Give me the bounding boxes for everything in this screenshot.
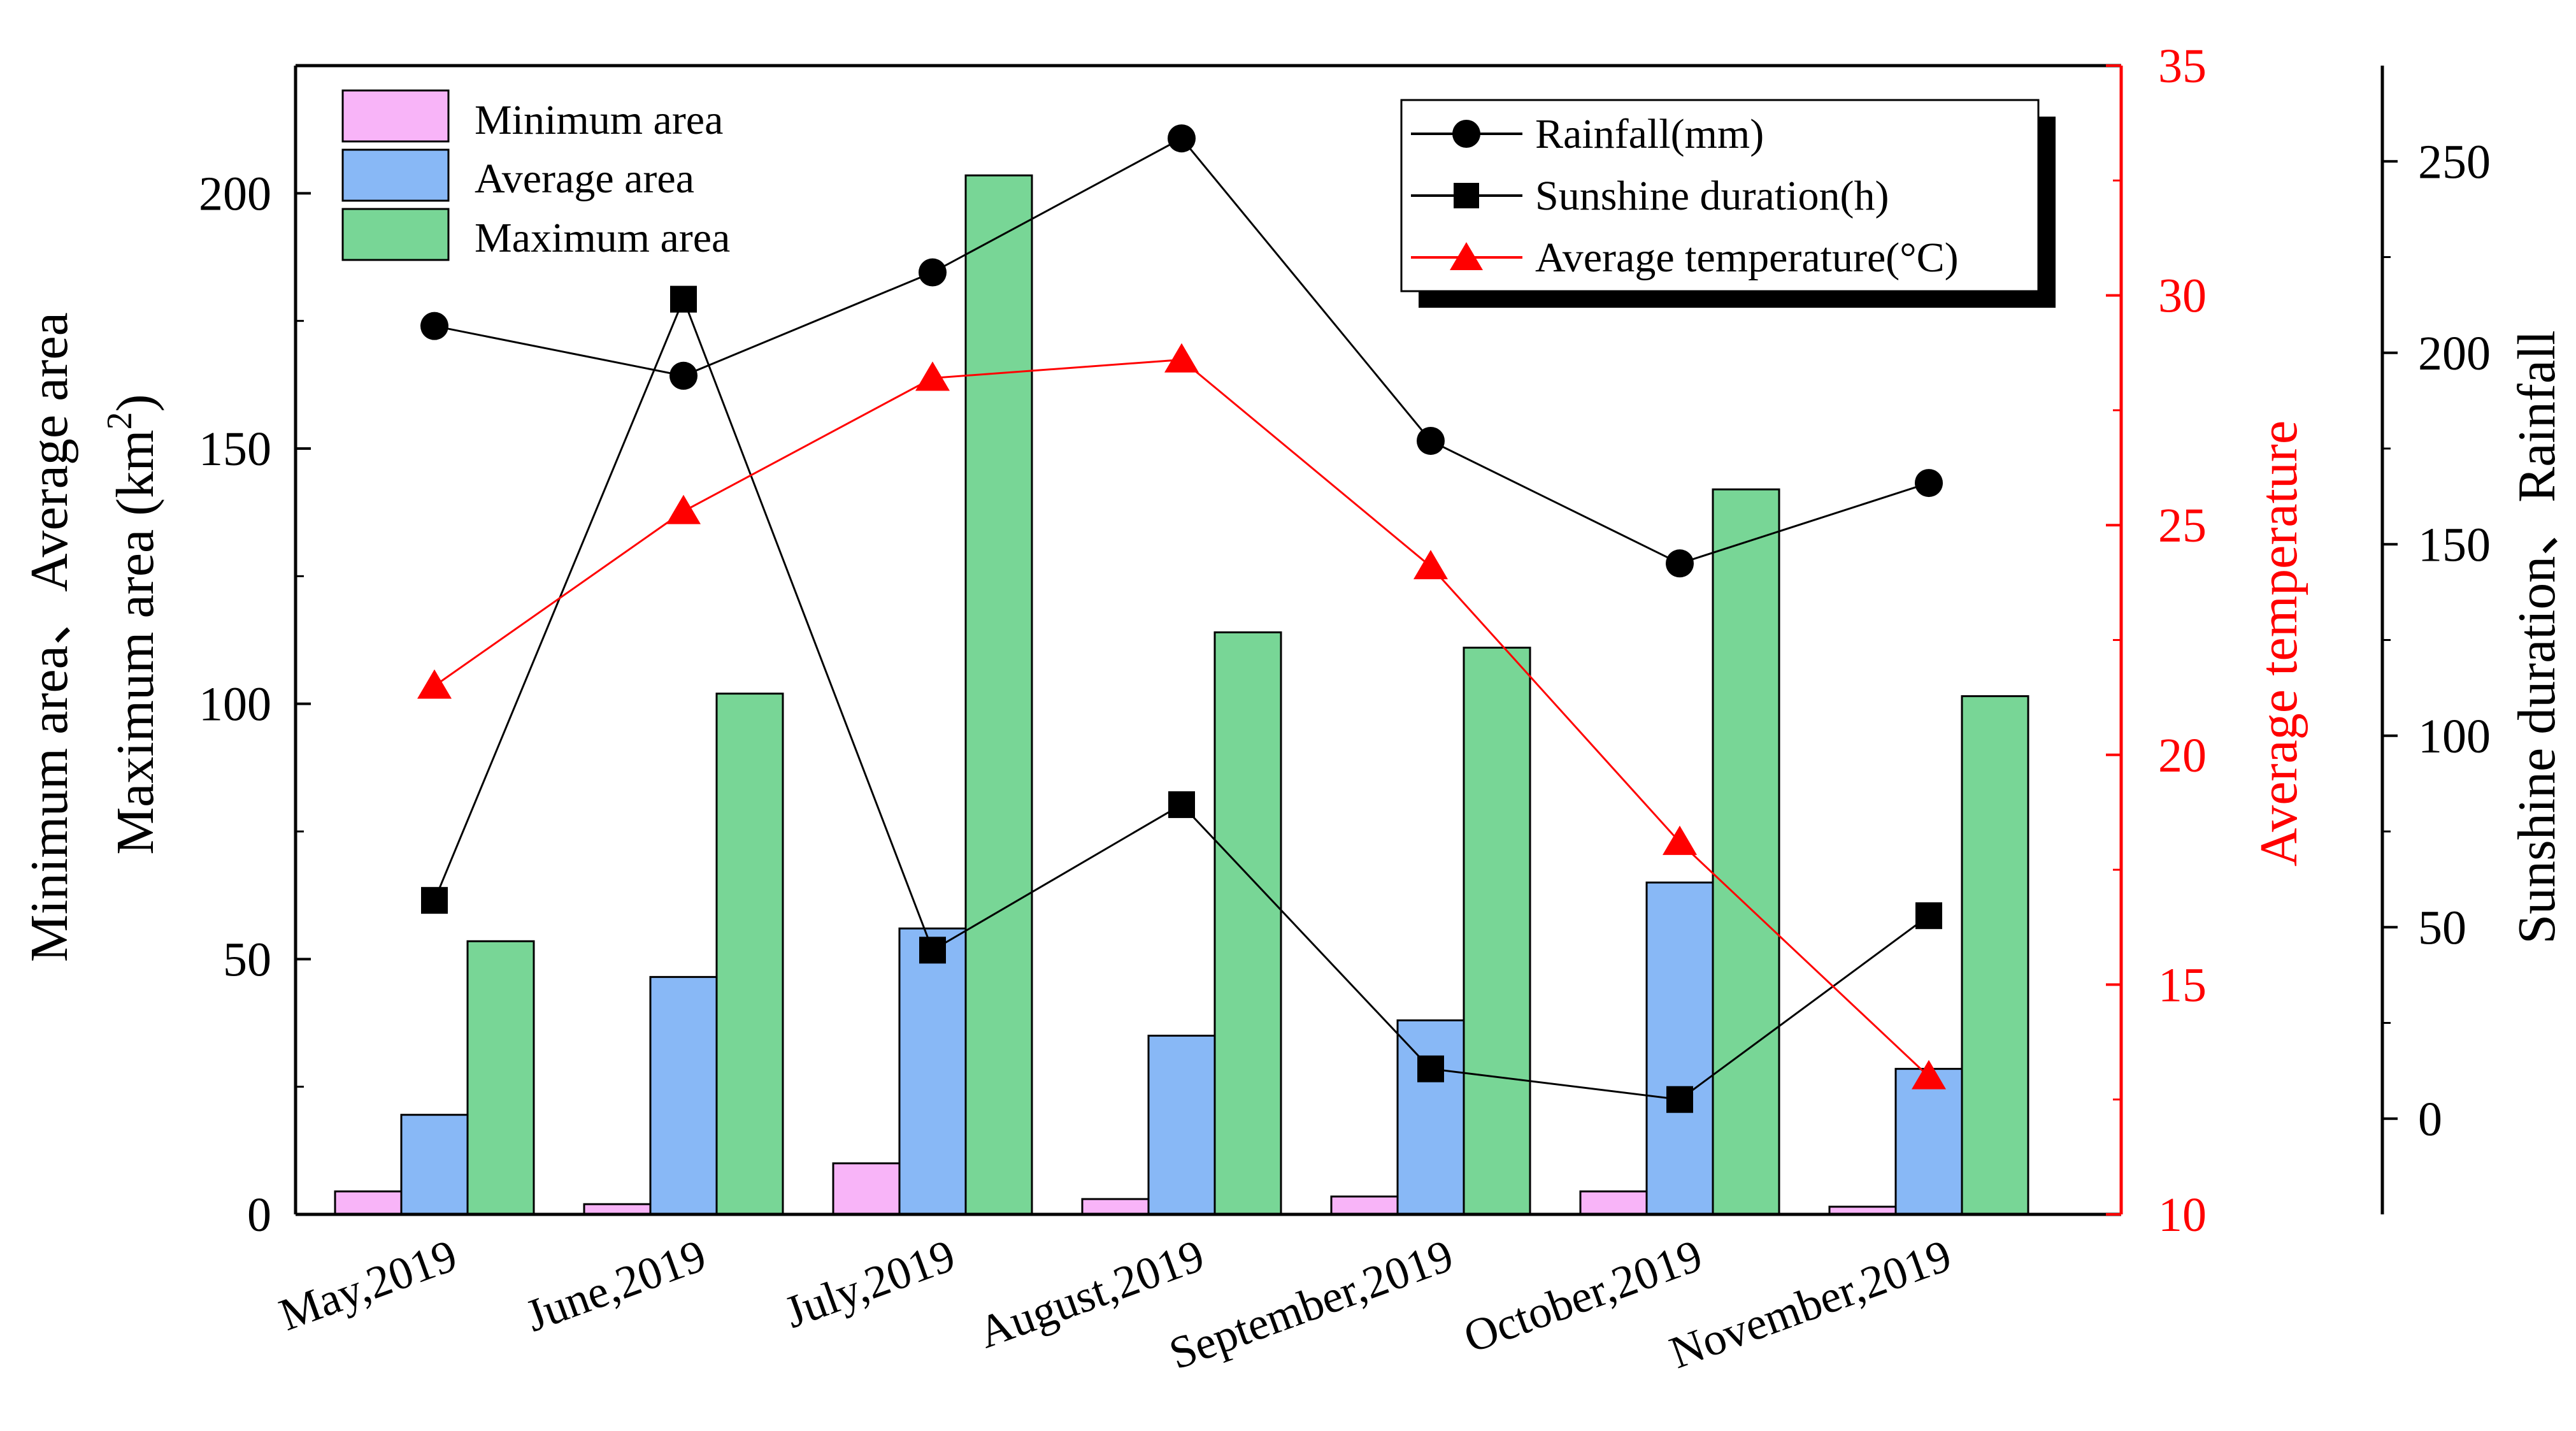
legend-label-average: Average area [475, 155, 694, 202]
marker-sunshine-duration-h-june-2019 [670, 285, 697, 313]
bar-minimum-area-july-2019 [832, 1162, 901, 1216]
legend-marker-rainfall [1452, 120, 1480, 148]
legend-label-maximum: Maximum area [475, 215, 730, 261]
x-tick-label-may-2019: May,2019 [273, 1230, 463, 1341]
left-tick-label-150: 150 [199, 422, 271, 476]
marker-sunshine-duration-h-july-2019 [919, 937, 946, 964]
bar-maximum-area-july-2019 [964, 174, 1033, 1216]
bar-maximum-area-june-2019 [715, 693, 784, 1216]
right-outer-tick-label-50: 50 [2418, 901, 2466, 954]
bar-minimum-area-september-2019 [1330, 1195, 1399, 1216]
bar-maximum-area-september-2019 [1463, 647, 1531, 1216]
marker-sunshine-duration-h-august-2019 [1168, 791, 1195, 818]
right-outer-tick-label-0: 0 [2418, 1093, 2442, 1146]
marker-sunshine-duration-h-november-2019 [1915, 902, 1942, 930]
right-outer-tick-label-150: 150 [2418, 518, 2491, 572]
marker-average-temperature-c-june-2019 [666, 494, 701, 524]
bar-maximum-area-may-2019 [466, 940, 535, 1216]
left-tick-label-200: 200 [199, 167, 271, 220]
marker-rainfall-mm-october-2019 [1666, 549, 1694, 578]
marker-average-temperature-c-august-2019 [1164, 343, 1199, 373]
bar-average-area-september-2019 [1396, 1019, 1465, 1216]
right-outer-tick-label-250: 250 [2418, 135, 2491, 189]
right-inner-tick-label-35: 35 [2158, 40, 2207, 93]
bar-maximum-area-november-2019 [1961, 695, 2029, 1216]
left-axis-title-line1: Minimum area、Average area [20, 312, 79, 962]
bar-minimum-area-august-2019 [1081, 1198, 1150, 1216]
legend-marker-temperature [1450, 242, 1483, 270]
right-inner-tick-label-10: 10 [2158, 1188, 2207, 1242]
x-tick-label-july-2019: July,2019 [778, 1230, 961, 1338]
bar-maximum-area-october-2019 [1712, 488, 1780, 1216]
marker-rainfall-mm-september-2019 [1417, 426, 1445, 455]
legend-marker-sunshine [1454, 183, 1479, 208]
bar-minimum-area-october-2019 [1579, 1190, 1648, 1216]
marker-rainfall-mm-august-2019 [1168, 124, 1196, 153]
marker-average-temperature-c-may-2019 [417, 669, 452, 699]
marker-average-temperature-c-september-2019 [1413, 550, 1448, 580]
legend-label-minimum: Minimum area [475, 97, 723, 143]
marker-rainfall-mm-july-2019 [919, 258, 947, 287]
right-inner-tick-label-15: 15 [2158, 958, 2207, 1012]
marker-average-temperature-c-november-2019 [1912, 1060, 1946, 1089]
left-tick-label-100: 100 [199, 678, 271, 731]
legend-swatch-minimum [341, 89, 450, 143]
bar-average-area-june-2019 [649, 975, 718, 1216]
bars-group [334, 174, 2029, 1216]
bar-average-area-august-2019 [1147, 1035, 1216, 1216]
right-inner-axis-title: Average temperature [2249, 421, 2308, 867]
marker-average-temperature-c-october-2019 [1663, 825, 1697, 855]
left-axis-title-superscript: 2 [100, 412, 140, 429]
lines-group [417, 124, 1946, 1113]
right-outer-tick-label-100: 100 [2418, 710, 2491, 763]
legend-swatch-average [341, 148, 450, 202]
bar-minimum-area-may-2019 [334, 1190, 403, 1216]
x-tick-label-september-2019: September,2019 [1163, 1230, 1459, 1379]
bar-average-area-may-2019 [400, 1114, 469, 1216]
legend-lines: Rainfall(mm) Sunshine duration(h) Averag… [1400, 99, 2056, 308]
bar-average-area-october-2019 [1645, 881, 1714, 1216]
bar-maximum-area-august-2019 [1213, 631, 1282, 1216]
x-tick-labels: May,2019 June,2019 July,2019 August,2019Sep… [273, 1230, 1957, 1379]
axes-group: 0 50 100 150 200 10 15 20 25 30 35 0 50 100 150 200 250 [199, 40, 2491, 1242]
legend-label-rainfall: Rainfall(mm) [1535, 111, 1764, 157]
bar-average-area-november-2019 [1894, 1068, 1963, 1216]
marker-rainfall-mm-may-2019 [420, 312, 448, 340]
bar-average-area-july-2019 [898, 927, 967, 1216]
x-tick-label-november-2019: November,2019 [1663, 1230, 1957, 1379]
marker-sunshine-duration-h-october-2019 [1666, 1086, 1693, 1113]
marker-sunshine-duration-h-september-2019 [1417, 1055, 1444, 1082]
left-axis-title-line2: Maximum area (km2) [100, 394, 165, 854]
legend-label-sunshine: Sunshine duration(h) [1535, 173, 1889, 219]
right-outer-axis-title: Sunshine duration、Rainfall [2507, 330, 2566, 944]
marker-rainfall-mm-november-2019 [1915, 469, 1943, 498]
legend-bars: Minimum area Average area Maximum area [341, 89, 730, 261]
marker-average-temperature-c-july-2019 [915, 361, 950, 391]
right-inner-tick-label-25: 25 [2158, 499, 2207, 552]
marker-sunshine-duration-h-may-2019 [421, 887, 448, 914]
x-tick-label-june-2019: June,2019 [519, 1230, 713, 1342]
left-tick-label-0: 0 [247, 1188, 271, 1242]
right-inner-tick-label-30: 30 [2158, 270, 2207, 323]
right-outer-tick-label-200: 200 [2418, 327, 2491, 380]
marker-rainfall-mm-june-2019 [669, 361, 698, 390]
legend-swatch-maximum [341, 208, 450, 261]
legend-label-temperature: Average temperature(°C) [1535, 234, 1959, 281]
left-tick-label-50: 50 [223, 933, 271, 986]
right-inner-tick-label-20: 20 [2158, 729, 2207, 782]
